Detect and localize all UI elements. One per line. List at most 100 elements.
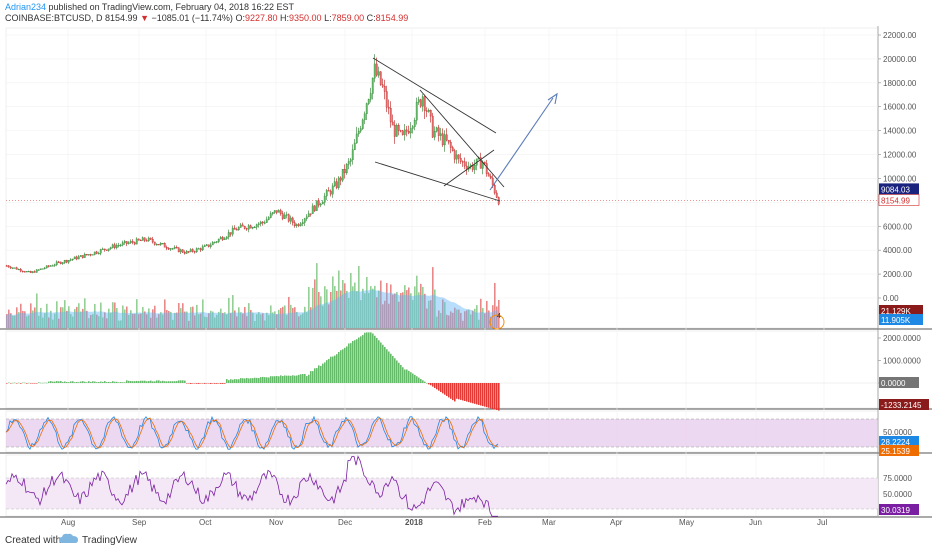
- candle-body[interactable]: [25, 271, 28, 273]
- candle-body[interactable]: [409, 128, 412, 134]
- candle-body[interactable]: [415, 102, 418, 121]
- candle-body[interactable]: [417, 99, 420, 103]
- candle-body[interactable]: [387, 106, 390, 109]
- candle-body[interactable]: [161, 243, 164, 245]
- event-marker-icon[interactable]: [489, 314, 505, 330]
- candle-body[interactable]: [333, 181, 336, 187]
- candle-body[interactable]: [23, 271, 26, 273]
- candle-body[interactable]: [443, 134, 446, 146]
- candle-body[interactable]: [273, 210, 276, 213]
- candle-body[interactable]: [367, 99, 370, 104]
- candle-body[interactable]: [343, 169, 346, 174]
- candle-body[interactable]: [455, 154, 458, 160]
- candle-body[interactable]: [453, 150, 456, 160]
- candle-body[interactable]: [97, 253, 100, 255]
- candle-body[interactable]: [151, 239, 154, 243]
- candle-body[interactable]: [309, 213, 312, 215]
- candle-body[interactable]: [175, 247, 178, 249]
- candle-body[interactable]: [425, 110, 428, 112]
- candle-body[interactable]: [55, 261, 58, 265]
- candle-body[interactable]: [297, 224, 300, 226]
- trendline-inner-lower[interactable]: [443, 149, 495, 187]
- candle-body[interactable]: [5, 265, 8, 267]
- candle-body[interactable]: [241, 224, 244, 227]
- candle-body[interactable]: [283, 214, 286, 219]
- candle-body[interactable]: [205, 244, 208, 246]
- candle-body[interactable]: [65, 260, 68, 263]
- candle-body[interactable]: [449, 141, 452, 148]
- candle-body[interactable]: [113, 244, 116, 248]
- candle-body[interactable]: [67, 260, 70, 263]
- candle-body[interactable]: [91, 254, 94, 256]
- candle-body[interactable]: [107, 248, 110, 251]
- candle-body[interactable]: [439, 133, 442, 136]
- candle-body[interactable]: [37, 269, 40, 271]
- candle-body[interactable]: [193, 251, 196, 253]
- candle-body[interactable]: [479, 157, 482, 169]
- candle-body[interactable]: [323, 195, 326, 203]
- candle-body[interactable]: [411, 126, 414, 129]
- candle-body[interactable]: [7, 265, 10, 268]
- candle-body[interactable]: [277, 210, 280, 213]
- candle-body[interactable]: [33, 271, 36, 273]
- candle-body[interactable]: [407, 131, 410, 134]
- candle-body[interactable]: [245, 228, 248, 230]
- candle-body[interactable]: [347, 161, 350, 165]
- candle-body[interactable]: [493, 185, 496, 194]
- candle-body[interactable]: [101, 248, 104, 250]
- candle-body[interactable]: [239, 224, 242, 228]
- candle-body[interactable]: [243, 225, 246, 229]
- candle-body[interactable]: [115, 245, 118, 248]
- candle-body[interactable]: [413, 120, 416, 127]
- candle-body[interactable]: [221, 237, 224, 240]
- candle-body[interactable]: [383, 86, 386, 92]
- candle-body[interactable]: [351, 149, 354, 160]
- candle-body[interactable]: [399, 130, 402, 132]
- candle-body[interactable]: [99, 249, 102, 254]
- candle-body[interactable]: [319, 203, 322, 206]
- candle-body[interactable]: [421, 96, 424, 107]
- candle-body[interactable]: [109, 247, 112, 249]
- candle-body[interactable]: [435, 127, 438, 132]
- candle-body[interactable]: [473, 165, 476, 170]
- candle-body[interactable]: [53, 264, 56, 266]
- candle-body[interactable]: [405, 129, 408, 132]
- candle-body[interactable]: [203, 245, 206, 247]
- candle-body[interactable]: [15, 267, 18, 270]
- candle-body[interactable]: [337, 177, 340, 188]
- candle-body[interactable]: [81, 255, 84, 258]
- candle-body[interactable]: [187, 251, 190, 253]
- candle-body[interactable]: [301, 222, 304, 225]
- candle-body[interactable]: [303, 218, 306, 223]
- candle-body[interactable]: [207, 244, 210, 247]
- candle-body[interactable]: [169, 248, 172, 250]
- candle-body[interactable]: [495, 192, 498, 198]
- candle-body[interactable]: [197, 248, 200, 250]
- candle-body[interactable]: [489, 176, 492, 179]
- candle-body[interactable]: [461, 161, 464, 163]
- candle-body[interactable]: [307, 213, 310, 218]
- candle-body[interactable]: [313, 205, 316, 211]
- candle-body[interactable]: [133, 242, 136, 245]
- candle-body[interactable]: [51, 265, 54, 267]
- candle-body[interactable]: [227, 232, 230, 238]
- candle-body[interactable]: [311, 205, 314, 214]
- candle-body[interactable]: [123, 241, 126, 243]
- candle-body[interactable]: [361, 119, 364, 129]
- candle-body[interactable]: [235, 229, 238, 231]
- candle-body[interactable]: [127, 242, 130, 244]
- candle-body[interactable]: [105, 249, 108, 251]
- candle-body[interactable]: [321, 202, 324, 205]
- candle-body[interactable]: [349, 159, 352, 162]
- candle-body[interactable]: [389, 108, 392, 123]
- candle-body[interactable]: [121, 242, 124, 246]
- candle-body[interactable]: [141, 237, 144, 241]
- candle-body[interactable]: [317, 200, 320, 206]
- candle-body[interactable]: [219, 237, 222, 240]
- candle-body[interactable]: [445, 134, 448, 141]
- candle-body[interactable]: [251, 227, 254, 229]
- candle-body[interactable]: [209, 244, 212, 247]
- candle-body[interactable]: [331, 185, 334, 195]
- candle-body[interactable]: [45, 265, 48, 269]
- candle-body[interactable]: [429, 110, 432, 117]
